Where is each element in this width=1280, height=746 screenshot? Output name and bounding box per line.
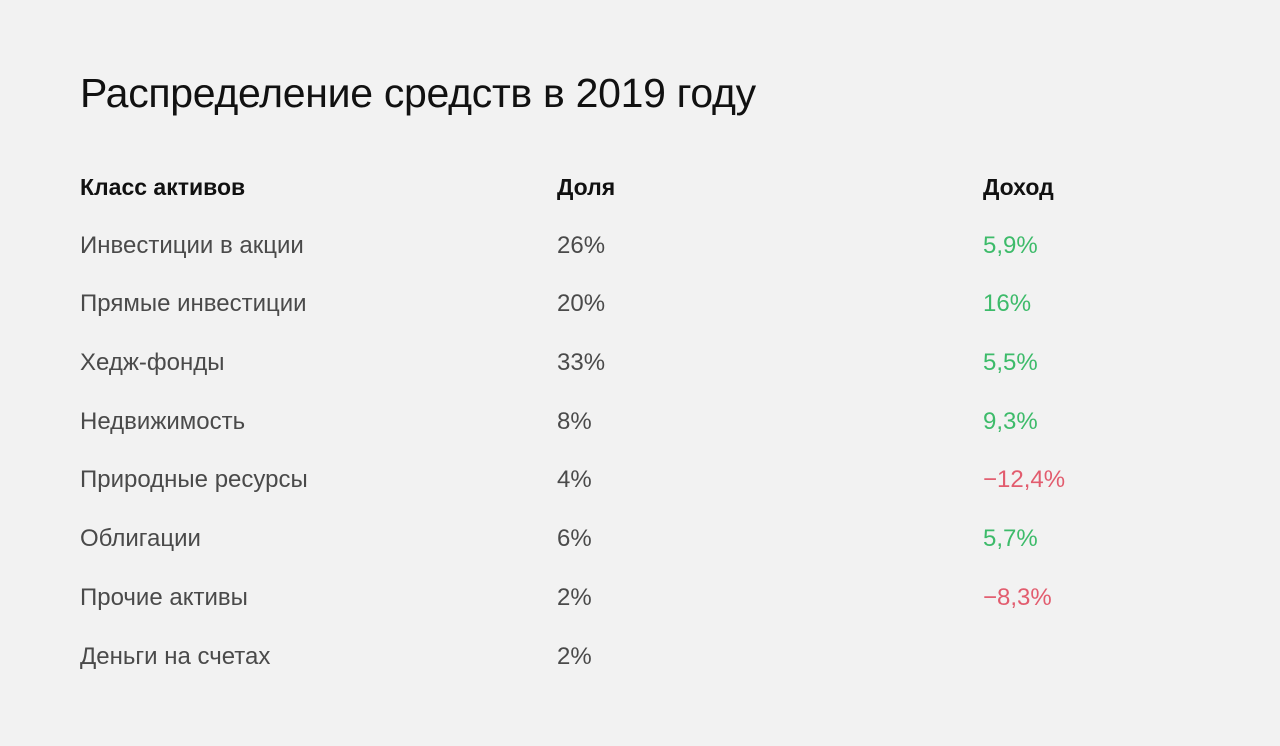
share-cell: 20% (557, 290, 606, 318)
table-row: Хедж-фонды 33% 5,5% (80, 341, 1180, 400)
share-cell: 33% (557, 349, 606, 377)
header-return: Доход (983, 174, 1054, 200)
share-cell: 4% (557, 466, 592, 494)
share-cell: 8% (557, 407, 592, 435)
asset-class-cell: Облигации (80, 525, 201, 553)
asset-class-cell: Прямые инвестиции (80, 290, 307, 318)
page-title: Распределение средств в 2019 году (80, 70, 756, 116)
table-row: Недвижимость 8% 9,3% (80, 400, 1180, 459)
asset-class-cell: Недвижимость (80, 407, 246, 435)
asset-class-cell: Прочие активы (80, 583, 248, 611)
table-row: Прочие активы 2% −8,3% (80, 576, 1180, 635)
share-cell: 26% (557, 231, 606, 259)
return-cell: 16% (983, 290, 1032, 318)
asset-class-cell: Хедж-фонды (80, 349, 225, 377)
share-cell: 6% (557, 525, 592, 553)
table-header: Класс активов Доля Доход (80, 165, 1180, 224)
asset-class-cell: Деньги на счетах (80, 642, 271, 670)
table-row: Облигации 6% 5,7% (80, 517, 1180, 576)
share-cell: 2% (557, 642, 592, 670)
return-cell: −12,4% (983, 466, 1066, 494)
asset-class-cell: Природные ресурсы (80, 466, 308, 494)
return-cell: 9,3% (983, 407, 1038, 435)
header-share: Доля (557, 174, 616, 200)
table-row: Прямые инвестиции 20% 16% (80, 282, 1180, 341)
return-cell: 5,9% (983, 231, 1038, 259)
share-cell: 2% (557, 583, 592, 611)
asset-class-cell: Инвестиции в акции (80, 231, 304, 259)
return-cell: 5,7% (983, 525, 1038, 553)
table-row: Природные ресурсы 4% −12,4% (80, 458, 1180, 517)
return-cell: −8,3% (983, 583, 1052, 611)
table-row: Деньги на счетах 2% (80, 635, 1180, 694)
table-row: Инвестиции в акции 26% 5,9% (80, 224, 1180, 283)
allocation-table: Класс активов Доля Доход Инвестиции в ак… (80, 165, 1180, 693)
header-asset-class: Класс активов (80, 174, 246, 200)
return-cell: 5,5% (983, 349, 1038, 377)
